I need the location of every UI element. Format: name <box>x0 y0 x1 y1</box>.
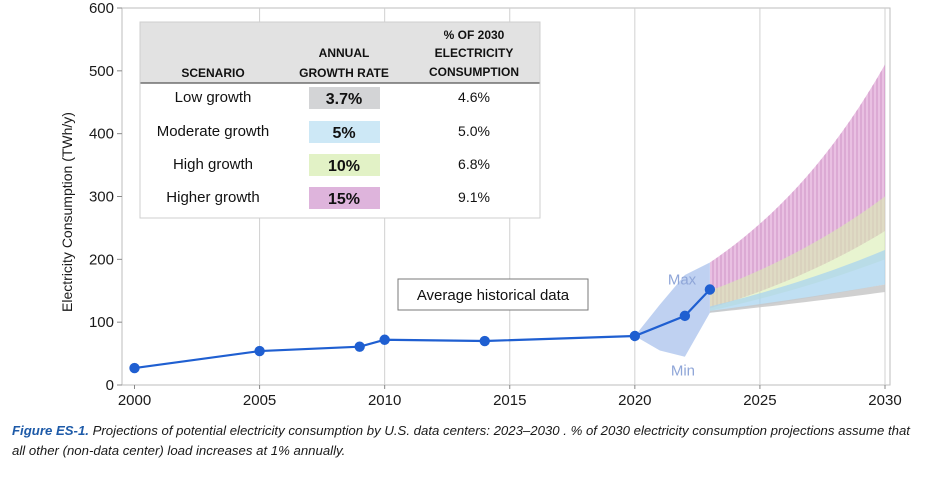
legend-rate-higher: 15% <box>328 191 360 208</box>
legend-scenario-low: Low growth <box>175 89 252 106</box>
projection-bands <box>709 64 885 313</box>
x-tick-label: 2010 <box>368 392 401 409</box>
y-tick-label: 300 <box>89 189 114 206</box>
historical-line <box>134 288 711 370</box>
projection-band-low-growth <box>709 284 885 313</box>
legend-header-rate-2: GROWTH RATE <box>299 66 389 80</box>
x-tick-label: 2015 <box>493 392 526 409</box>
legend-row-low: Low growth 3.7% 4.6% <box>175 87 490 109</box>
legend-swatch-higher <box>309 187 380 209</box>
legend-scenario-high: High growth <box>173 156 253 173</box>
scenario-legend-table: SCENARIO ANNUAL GROWTH RATE % OF 2030 EL… <box>139 21 541 219</box>
y-tick-label: 500 <box>89 63 114 80</box>
legend-header-pct-2: ELECTRICITY <box>435 46 514 60</box>
y-axis-ticks: 0 100 200 300 400 500 600 <box>89 0 122 394</box>
legend-pct-higher: 9.1% <box>458 189 490 205</box>
legend-rate-moderate: 5% <box>332 125 355 142</box>
legend-rate-high: 10% <box>328 158 360 175</box>
x-tick-label: 2000 <box>118 392 151 409</box>
y-axis-label: Electricity Consumption (TWh/y) <box>59 112 75 312</box>
projection-band-moderate-growth <box>709 249 885 313</box>
data-point <box>704 284 716 295</box>
figure-caption: Figure ES-1. Projections of potential el… <box>12 421 922 461</box>
legend-header-rate-1: ANNUAL <box>319 46 370 60</box>
data-point <box>479 335 490 347</box>
data-point <box>629 330 641 342</box>
data-point <box>354 341 365 352</box>
caption-text: Projections of potential electricity con… <box>12 423 910 458</box>
legend-header-scenario: SCENARIO <box>181 66 244 80</box>
projection-band-high-growth <box>709 196 885 311</box>
legend-pct-moderate: 5.0% <box>458 123 490 139</box>
legend-pct-low: 4.6% <box>458 89 490 105</box>
x-tick-label: 2025 <box>743 392 776 409</box>
data-point <box>129 362 140 374</box>
legend-scenario-higher: Higher growth <box>166 189 259 206</box>
y-tick-label: 400 <box>89 126 114 143</box>
legend-rate-low: 3.7% <box>326 91 362 108</box>
x-tick-label: 2020 <box>618 392 651 409</box>
historical-range-band <box>634 262 710 357</box>
historical-data-label: Average historical data <box>417 287 570 304</box>
max-annotation: Max <box>668 271 697 288</box>
legend-swatch-high <box>309 154 380 176</box>
x-tick-label: 2030 <box>868 392 901 409</box>
x-axis-ticks: 2000 2005 2010 2015 2020 2025 2030 <box>118 385 902 409</box>
historical-series <box>129 284 716 374</box>
min-annotation: Min <box>671 363 695 380</box>
x-tick-label: 2005 <box>243 392 276 409</box>
legend-row-higher: Higher growth 15% 9.1% <box>166 187 490 209</box>
y-tick-label: 600 <box>89 0 114 17</box>
y-tick-label: 200 <box>89 251 114 268</box>
range-band-area <box>634 262 710 357</box>
legend-header-pct-3: CONSUMPTION <box>429 65 519 79</box>
data-point <box>679 310 691 322</box>
historical-data-label-box: Average historical data <box>397 278 589 311</box>
legend-pct-high: 6.8% <box>458 156 490 172</box>
chart: 0 100 200 300 400 500 600 2000 2005 2010 2015 2020… <box>59 0 902 409</box>
y-tick-label: 0 <box>106 377 114 394</box>
data-point <box>379 334 390 345</box>
legend-swatch-moderate <box>309 121 380 143</box>
legend-header-pct-1: % OF 2030 <box>444 28 505 42</box>
y-tick-label: 100 <box>89 314 114 331</box>
legend-swatch-low <box>309 87 380 109</box>
figure-number: Figure ES-1. <box>12 423 89 438</box>
legend-row-moderate: Moderate growth 5% 5.0% <box>157 121 490 143</box>
legend-row-high: High growth 10% 6.8% <box>173 154 490 176</box>
data-point <box>254 345 265 357</box>
legend-scenario-moderate: Moderate growth <box>157 123 270 140</box>
